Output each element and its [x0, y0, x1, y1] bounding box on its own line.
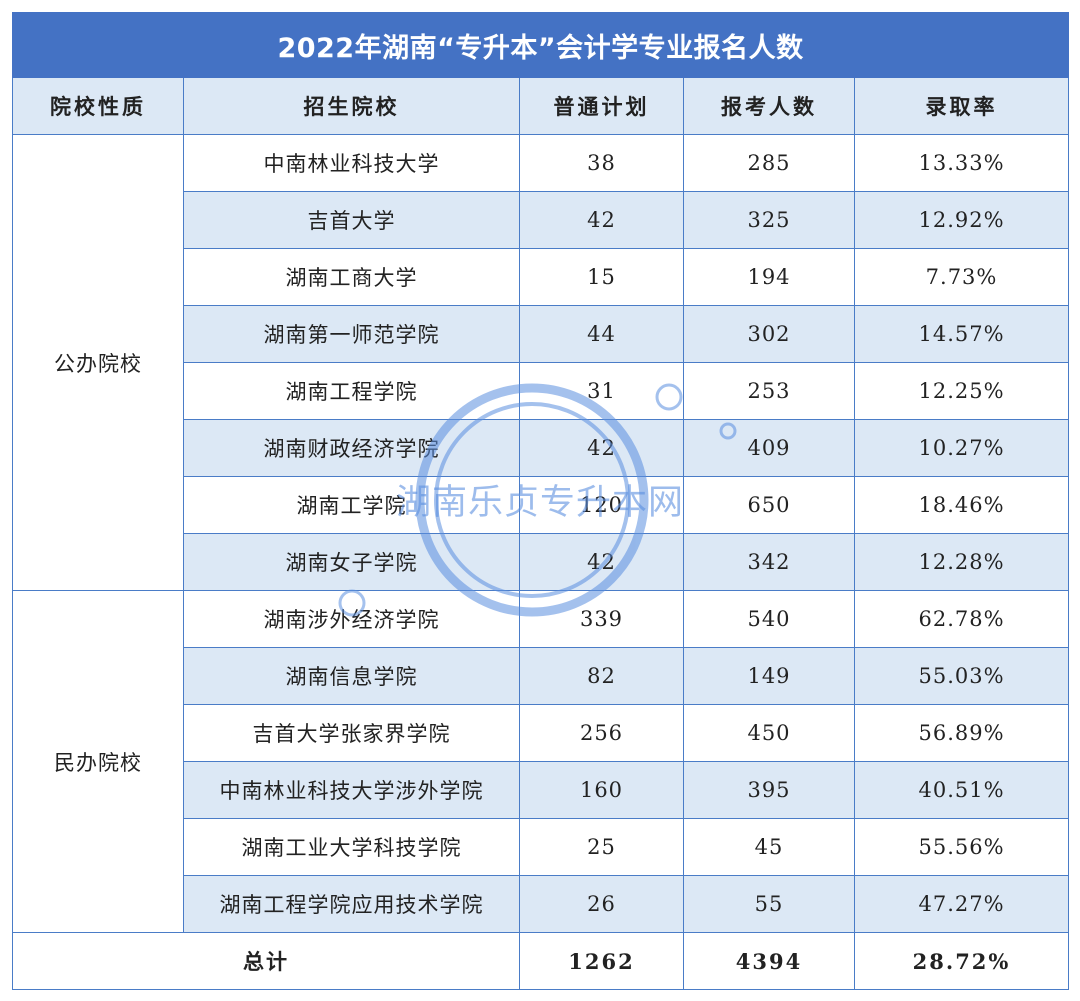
school-cell: 湖南第一师范学院 [183, 305, 520, 363]
rate-cell: 62.78% [853, 590, 1070, 648]
rate-cell: 55.56% [853, 818, 1070, 876]
table-row: 吉首大学张家界学院 256 450 56.89% [13, 704, 1070, 762]
applicants-cell: 149 [683, 647, 855, 705]
table-title: 2022年湖南“专升本”会计学专业报名人数 [11, 12, 1070, 78]
table-row: 公办院校 中南林业科技大学 38 285 13.33% [12, 134, 1070, 591]
applicants-cell: 650 [683, 476, 855, 534]
school-cell: 湖南工业大学科技学院 [183, 818, 520, 876]
plan-cell: 339 [519, 590, 684, 648]
applicants-cell: 285 [683, 134, 855, 192]
applicants-cell: 55 [683, 875, 855, 933]
total-rate-cell: 28.72% [853, 932, 1070, 990]
applicants-cell: 395 [683, 761, 855, 819]
school-cell: 吉首大学张家界学院 [183, 704, 520, 762]
plan-cell: 82 [519, 647, 684, 705]
table-row: 湖南工业大学科技学院 25 45 55.56% [13, 818, 1070, 876]
table-row: 吉首大学 42 325 12.92% [13, 191, 1070, 249]
admissions-table-sheet: 2022年湖南“专升本”会计学专业报名人数 院校性质 招生院校 普通计划 报考人… [11, 12, 1070, 990]
rate-cell: 13.33% [853, 134, 1070, 192]
school-cell: 湖南信息学院 [183, 647, 520, 705]
rate-cell: 55.03% [853, 647, 1070, 705]
header-school: 招生院校 [183, 77, 520, 135]
header-row: 院校性质 招生院校 普通计划 报考人数 录取率 [12, 77, 1070, 135]
admissions-table: 2022年湖南“专升本”会计学专业报名人数 院校性质 招生院校 普通计划 报考人… [11, 12, 1070, 990]
applicants-cell: 325 [683, 191, 855, 249]
rate-cell: 14.57% [853, 305, 1070, 363]
header-rate: 录取率 [853, 77, 1070, 135]
applicants-cell: 194 [683, 248, 855, 306]
school-cell: 湖南涉外经济学院 [183, 590, 520, 648]
rate-cell: 7.73% [853, 248, 1070, 306]
plan-cell: 42 [519, 419, 684, 477]
applicants-cell: 253 [683, 362, 855, 420]
table-row: 湖南信息学院 82 149 55.03% [13, 647, 1070, 705]
plan-cell: 256 [519, 704, 684, 762]
rate-cell: 10.27% [853, 419, 1070, 477]
applicants-cell: 45 [683, 818, 855, 876]
applicants-cell: 540 [683, 590, 855, 648]
header-plan: 普通计划 [519, 77, 684, 135]
school-cell: 湖南工程学院 [183, 362, 520, 420]
total-plan-cell: 1262 [519, 932, 684, 990]
plan-cell: 15 [519, 248, 684, 306]
plan-cell: 38 [519, 134, 684, 192]
rate-cell: 47.27% [853, 875, 1070, 933]
table-row: 民办院校 湖南涉外经济学院 339 540 62.78% [12, 590, 1070, 933]
plan-cell: 160 [519, 761, 684, 819]
school-cell: 湖南女子学院 [183, 533, 520, 591]
school-cell: 湖南财政经济学院 [183, 419, 520, 477]
applicants-cell: 450 [683, 704, 855, 762]
table-row: 湖南工程学院应用技术学院 26 55 47.27% [13, 875, 1070, 933]
school-cell: 中南林业科技大学涉外学院 [183, 761, 520, 819]
school-cell: 中南林业科技大学 [183, 134, 520, 192]
school-cell: 湖南工商大学 [183, 248, 520, 306]
plan-cell: 31 [519, 362, 684, 420]
plan-cell: 42 [519, 533, 684, 591]
header-applicants: 报考人数 [683, 77, 855, 135]
title-row: 2022年湖南“专升本”会计学专业报名人数 [11, 12, 1070, 78]
rate-cell: 40.51% [853, 761, 1070, 819]
plan-cell: 120 [519, 476, 684, 534]
plan-cell: 26 [519, 875, 684, 933]
school-cell: 湖南工学院 [183, 476, 520, 534]
school-type-cell: 民办院校 [12, 590, 184, 933]
total-row: 总计 1262 4394 28.72% [12, 932, 1070, 990]
plan-cell: 25 [519, 818, 684, 876]
school-type-cell: 公办院校 [12, 134, 184, 591]
applicants-cell: 409 [683, 419, 855, 477]
rate-cell: 56.89% [853, 704, 1070, 762]
rate-cell: 12.25% [853, 362, 1070, 420]
table-row: 湖南工商大学 15 194 7.73% [13, 248, 1070, 306]
rate-cell: 18.46% [853, 476, 1070, 534]
school-cell: 湖南工程学院应用技术学院 [183, 875, 520, 933]
total-label: 总计 [12, 932, 520, 990]
total-applicants-cell: 4394 [683, 932, 855, 990]
rate-cell: 12.92% [853, 191, 1070, 249]
applicants-cell: 342 [683, 533, 855, 591]
header-school-type: 院校性质 [12, 77, 184, 135]
plan-cell: 42 [519, 191, 684, 249]
plan-cell: 44 [519, 305, 684, 363]
rate-cell: 12.28% [853, 533, 1070, 591]
school-cell: 吉首大学 [183, 191, 520, 249]
applicants-cell: 302 [683, 305, 855, 363]
table-row: 中南林业科技大学涉外学院 160 395 40.51% [13, 761, 1070, 819]
